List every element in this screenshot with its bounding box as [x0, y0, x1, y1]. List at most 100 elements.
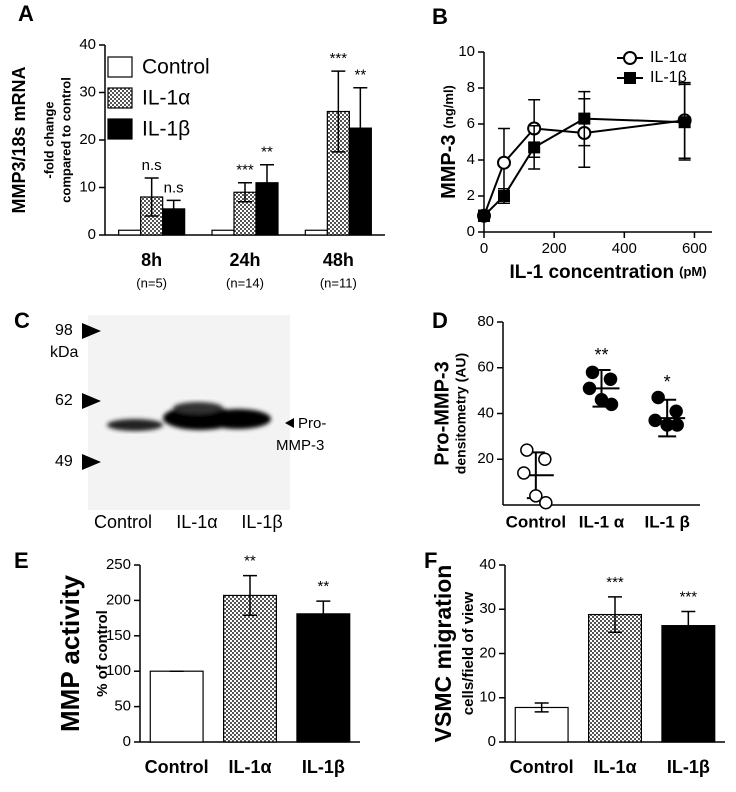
bar: [514, 706, 569, 743]
panel-letter: D: [432, 308, 448, 333]
marker-label: 49: [55, 453, 73, 470]
y-axis-label: VSMC migration: [430, 565, 456, 743]
x-tick-sublabel: (n=14): [226, 275, 264, 290]
marker-label: 98: [55, 322, 73, 339]
bar: [211, 229, 235, 236]
error-bar: [608, 596, 622, 634]
panel-letter: A: [18, 1, 34, 26]
data-point: [669, 404, 683, 418]
marker-label: 62: [55, 392, 73, 409]
band-label: Pro-: [298, 415, 326, 432]
data-point: [520, 443, 534, 457]
x-tick-label: IL-1α: [228, 757, 271, 777]
y-tick-label: 0: [467, 223, 475, 240]
y-axis-label: densitometry (AU): [453, 353, 469, 474]
data-point: [651, 390, 665, 405]
annotation: **: [244, 553, 256, 570]
blot-panel: C 98 kDa 62 49 Pro- MMP-3 Control IL-1α …: [14, 308, 326, 532]
error-bar: [534, 702, 549, 713]
band-label: MMP-3: [276, 437, 324, 454]
y-tick-label: 4: [467, 151, 475, 168]
y-axis-label: % of control: [94, 610, 111, 697]
bar: [587, 613, 642, 743]
data-point: [582, 381, 597, 396]
marker-arrow: [82, 393, 101, 409]
annotation: **: [594, 345, 608, 365]
y-tick-label: 20: [477, 450, 494, 467]
y-tick-label: 8: [467, 79, 475, 96]
error-bar: [353, 87, 368, 170]
panel-letter: B: [432, 4, 448, 29]
y-tick-label: 150: [106, 627, 131, 644]
bands: [107, 402, 271, 431]
legend-swatch: [107, 118, 133, 140]
annotation: *: [664, 372, 671, 392]
error-bar: [316, 600, 331, 628]
marker-arrow: [82, 454, 101, 470]
y-axis-label: cells/field of view: [460, 591, 477, 715]
marker-arrow: [82, 323, 101, 339]
y-tick-label: 6: [467, 115, 475, 132]
marker: [578, 112, 591, 125]
error-bar: [238, 182, 252, 203]
x-tick-label: 8h: [141, 250, 162, 270]
y-tick-label: 0: [88, 226, 96, 243]
data-point: [529, 489, 543, 503]
y-tick-label: 20: [79, 131, 96, 148]
y-tick-label: 0: [123, 733, 131, 750]
y-tick-label: 0: [488, 733, 496, 750]
x-tick-label: 0: [480, 240, 488, 257]
x-tick-label: 24h: [229, 250, 260, 270]
panel-letter: E: [14, 548, 29, 573]
annotation: ***: [680, 588, 698, 605]
y-tick-label: 200: [106, 591, 131, 608]
x-axis-label-unit: (pM): [679, 264, 706, 279]
y-tick-label: 50: [114, 698, 131, 715]
error-bar: [260, 163, 274, 202]
bar: [149, 670, 204, 743]
panel-letter: F: [424, 548, 437, 573]
y-tick-label: 40: [479, 556, 496, 573]
y-axis-label: Pro-MMP-3: [431, 361, 453, 465]
y-tick-label: 40: [477, 404, 494, 421]
y-tick-label: 10: [458, 43, 475, 60]
bar: [118, 229, 142, 236]
y-tick-label: 30: [79, 83, 96, 100]
x-tick-label: 400: [612, 240, 637, 257]
legend-marker: [624, 72, 636, 84]
marker: [678, 116, 691, 129]
annotation: ***: [606, 574, 624, 591]
y-tick-label: 10: [479, 689, 496, 706]
x-tick-sublabel: (n=5): [136, 275, 167, 290]
data-point: [585, 365, 600, 380]
y-axis-label: MMP activity: [55, 574, 85, 732]
error-bar: [166, 199, 181, 219]
error-bar: [681, 610, 696, 641]
x-axis-label: IL-1 concentration (pM): [509, 262, 706, 283]
data-point: [517, 466, 531, 480]
y-tick-label: 40: [79, 36, 96, 53]
x-tick-label: Control: [145, 757, 209, 777]
band-arrow: [285, 418, 294, 428]
x-tick-label: 48h: [323, 250, 354, 270]
data-point: [648, 413, 662, 428]
marker: [478, 209, 490, 222]
x-tick-label: Control: [510, 757, 574, 777]
x-tick-sublabel: (n=11): [320, 275, 357, 290]
data-point: [538, 452, 552, 466]
error-bar: [243, 574, 257, 617]
legend-swatch: [107, 56, 133, 78]
panel-letter: C: [14, 308, 30, 333]
x-tick-label: IL-1 β: [645, 512, 690, 531]
y-tick-label: 250: [106, 556, 131, 573]
x-tick-label: IL-1β: [667, 757, 710, 777]
legend-label: Control: [142, 56, 210, 79]
legend-marker: [623, 51, 637, 65]
y-tick-label: 2: [467, 187, 475, 204]
data-point: [670, 418, 684, 432]
lane-label: IL-1α: [176, 512, 217, 532]
annotation: **: [354, 67, 366, 84]
y-axis-label: MMP3/18s mRNA: [9, 66, 29, 213]
error-bar: [331, 70, 346, 153]
legend-label: IL-1α: [650, 49, 687, 66]
